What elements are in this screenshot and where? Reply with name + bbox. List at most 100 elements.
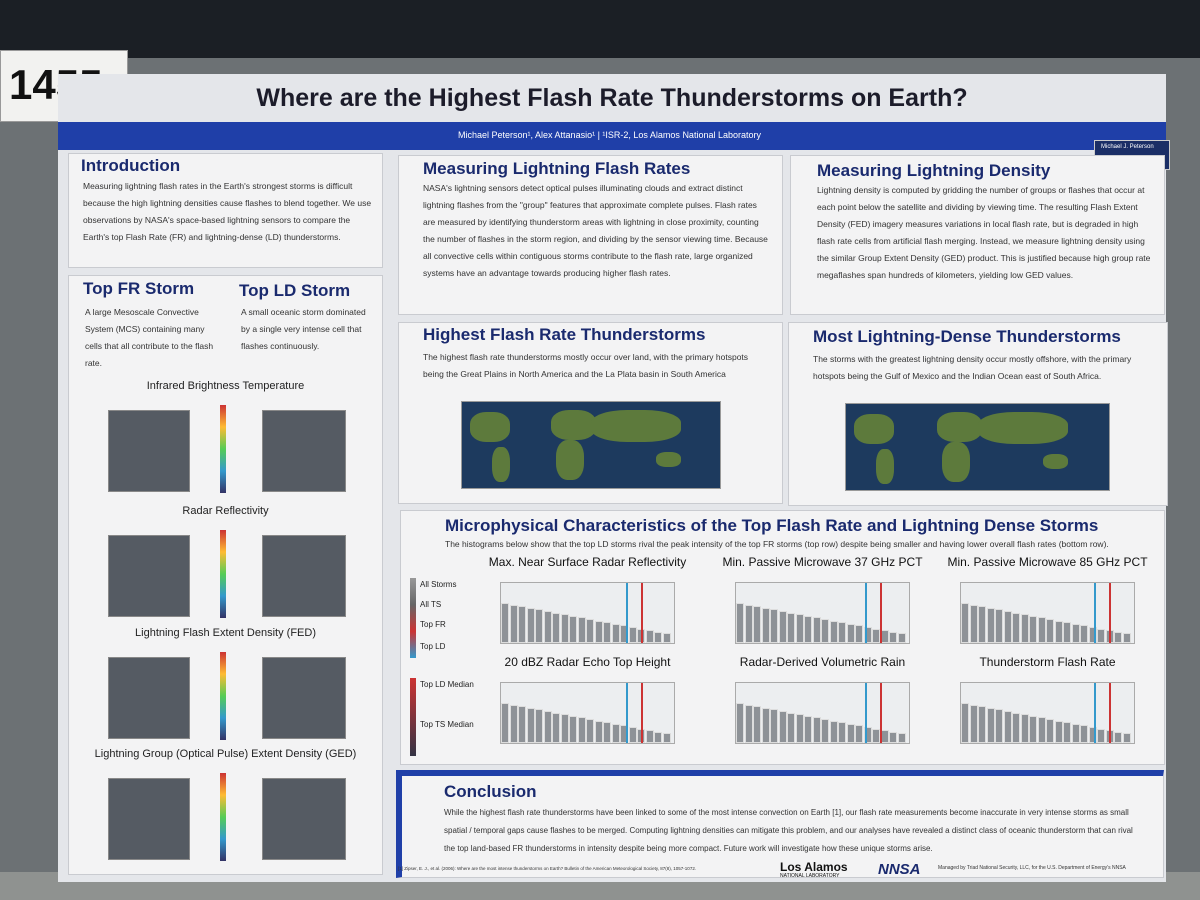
hist-bar (611, 623, 620, 643)
hist-bar (518, 606, 526, 643)
hist-bar (586, 619, 594, 643)
hist-bar (662, 633, 671, 643)
hist-bar (846, 623, 855, 643)
land (854, 414, 895, 444)
storm-image (262, 410, 346, 492)
hist-bar (778, 711, 787, 743)
hist-bar (770, 709, 778, 743)
hist-bar (1003, 611, 1012, 643)
hist-bar (872, 628, 880, 643)
hist-bar (978, 606, 986, 643)
hist-bar (1071, 723, 1080, 743)
hist-bar (804, 715, 812, 743)
land (556, 440, 585, 480)
section-body: While the highest flash rate thunderstor… (444, 808, 1133, 853)
hist-bar (829, 720, 838, 743)
hist-bar (753, 706, 761, 743)
section-heading: Top FR Storm (83, 279, 195, 298)
conclusion: Conclusion While the highest flash rate … (396, 770, 1164, 878)
hist-bar (560, 714, 569, 743)
median-line (880, 583, 882, 643)
storm-image (108, 778, 190, 860)
hist-bar (1012, 712, 1020, 743)
panel-label: Lightning Group (Optical Pulse) Extent D… (94, 748, 357, 760)
section-heading: Measuring Lightning Density (817, 161, 1051, 180)
hist-bar (628, 627, 637, 643)
legend-bar (410, 578, 416, 658)
hist-bar (645, 730, 654, 743)
hist-bar (1037, 717, 1046, 743)
section-body: NASA's lightning sensors detect optical … (423, 183, 768, 278)
section-body: The highest flash rate thunderstorms mos… (423, 352, 749, 379)
logo-lanl-sub: NATIONAL LABORATORY (780, 873, 840, 879)
colorbar (220, 773, 226, 861)
hist-bar (812, 617, 821, 643)
world-map (845, 403, 1110, 491)
storm-image (108, 410, 190, 492)
hist-bar (586, 719, 594, 743)
hist-bar (1122, 733, 1131, 743)
hist-bar (509, 704, 518, 743)
section-body: Measuring lightning flash rates in the E… (83, 181, 372, 242)
median-line (1109, 583, 1111, 643)
land (591, 410, 681, 442)
hist-bar (855, 625, 863, 643)
hist-bar (509, 604, 518, 643)
hist-bar (1054, 720, 1063, 743)
panel-title: Min. Passive Microwave 37 GHz PCT (722, 555, 923, 569)
hist-bar (889, 631, 897, 643)
section-body: The storms with the greatest lightning d… (813, 354, 1132, 381)
hist-bar (654, 631, 662, 643)
hist-bar (552, 712, 560, 743)
storm-image (262, 657, 346, 739)
section-body: The histograms below show that the top L… (445, 539, 1109, 549)
hist-bar (501, 603, 509, 643)
histogram (960, 582, 1135, 644)
hist-bar (535, 609, 543, 643)
hist-bar (855, 725, 863, 743)
histogram (500, 582, 675, 644)
hist-bar (543, 711, 552, 743)
median-line (1109, 683, 1111, 743)
hist-bar (628, 727, 637, 743)
median-line (1094, 683, 1096, 743)
hist-bar (821, 619, 829, 643)
hist-bar (795, 714, 804, 743)
median-line (1094, 583, 1096, 643)
hist-bar (804, 615, 812, 643)
section-heading: Top LD Storm (239, 281, 351, 300)
legend-label: All TS (420, 600, 442, 609)
introduction: Introduction Measuring lightning flash r… (68, 153, 383, 268)
section-heading: Most Lightning-Dense Thunderstorms (813, 327, 1121, 346)
median-line (641, 583, 643, 643)
hist-bar (897, 733, 906, 743)
hist-bar (611, 723, 620, 743)
hist-bar (761, 607, 770, 643)
hist-bar (526, 707, 535, 743)
land (469, 412, 510, 442)
land (1043, 454, 1069, 469)
median-line (865, 583, 867, 643)
hist-bar (838, 722, 846, 743)
hist-bar (1003, 711, 1012, 743)
hist-bar (1063, 622, 1071, 643)
legend-label: All Storms (420, 580, 457, 589)
histogram (500, 682, 675, 744)
hist-bar (812, 717, 821, 743)
hist-bar (787, 612, 795, 643)
hist-bar (518, 706, 526, 743)
hist-bar (787, 712, 795, 743)
section-heading: Conclusion (444, 782, 537, 801)
legend-label: Top TS Median (420, 720, 474, 729)
hist-bar (961, 603, 969, 643)
land (655, 452, 681, 467)
hist-bar (736, 603, 744, 643)
median-line (626, 583, 628, 643)
hist-bar (552, 612, 560, 643)
median-line (626, 683, 628, 743)
colorbar (220, 530, 226, 618)
author-band: Michael Peterson¹, Alex Attanasio¹ | ¹IS… (58, 122, 1166, 150)
median-line (865, 683, 867, 743)
hist-bar (969, 604, 978, 643)
